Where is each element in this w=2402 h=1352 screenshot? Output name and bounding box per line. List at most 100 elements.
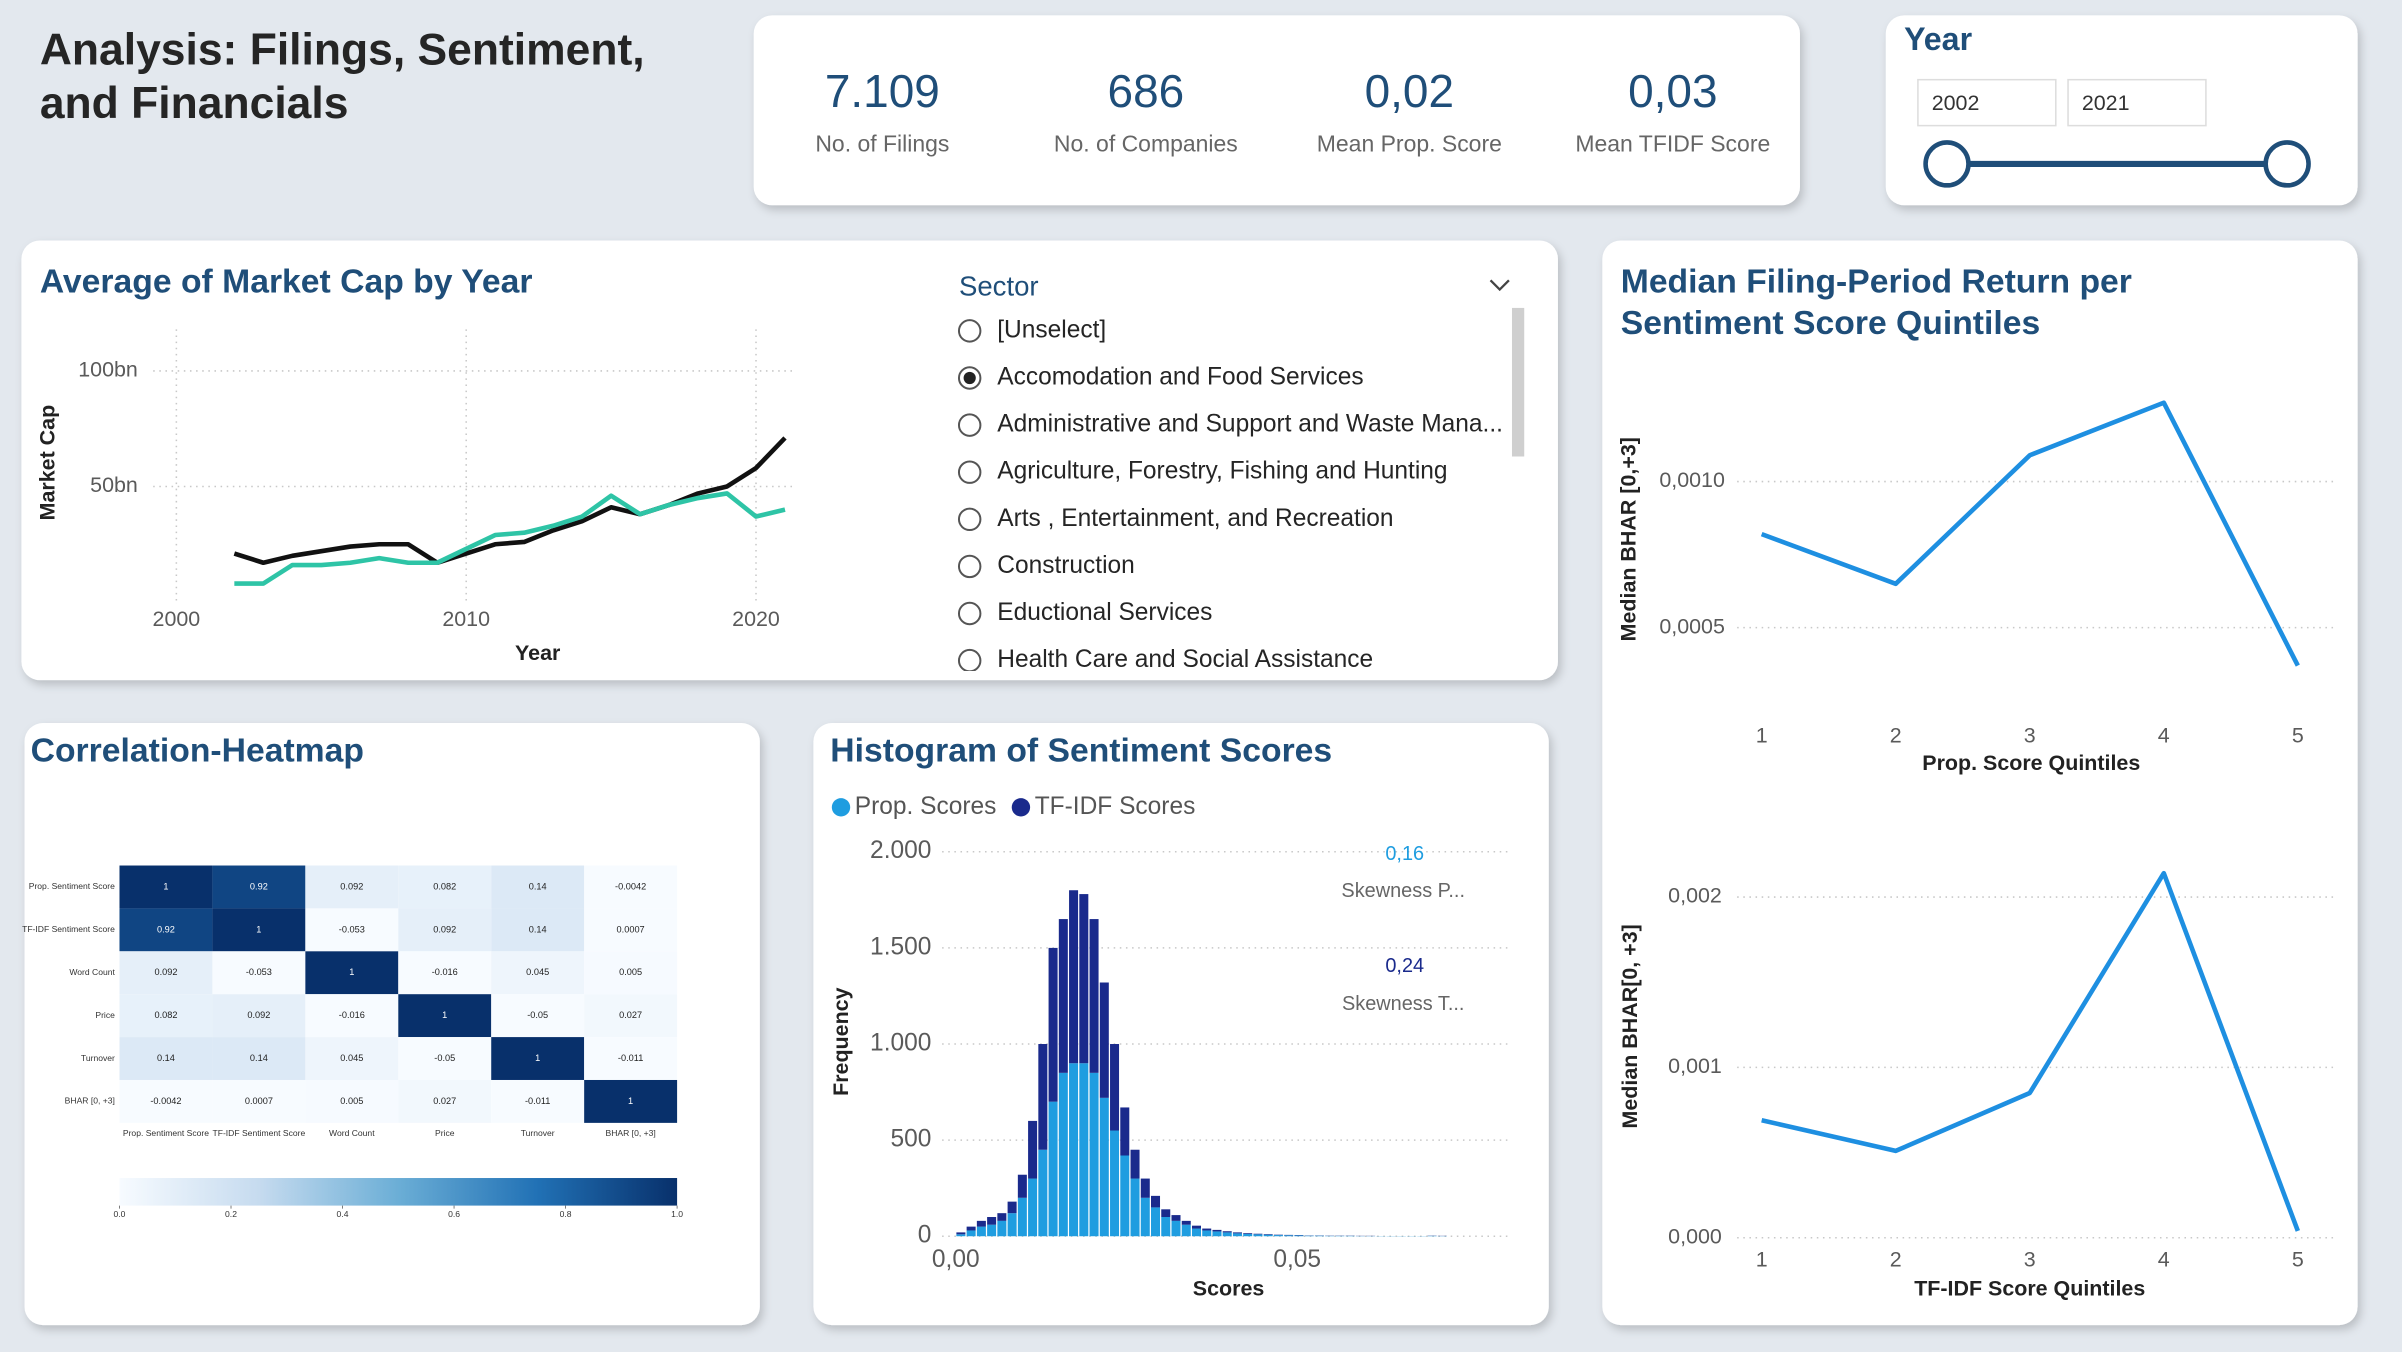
histogram-bar [976,1226,986,1237]
y-tick-label: 100bn [78,358,138,382]
cell-label: 0.092 [340,881,363,891]
histogram-bar [1007,1213,1017,1237]
cell-label: 0.14 [529,924,547,934]
histogram-bar [1038,1149,1048,1237]
heatmap-cell [212,951,306,995]
cell-label: -0.05 [434,1053,455,1063]
heatmap-cell [491,994,585,1038]
colorbar-tick-label: 0.0 [114,1209,126,1219]
cell-label: 0.005 [619,967,642,977]
sector-item[interactable]: Administrative and Support and Waste Man… [997,411,1503,438]
cell-label: -0.0042 [150,1096,181,1106]
histogram-bar [1110,1130,1120,1237]
cell-label: 0.092 [247,1010,270,1020]
dropdown-chevron[interactable] [1489,279,1510,292]
radio-button[interactable] [957,319,982,343]
histogram-bar [1007,1201,1017,1214]
kpi-value: 0,02 [1365,65,1454,117]
column-label: BHAR [0, +3] [606,1128,656,1138]
year-input[interactable] [1917,78,2057,127]
kpi-label: No. of Companies [1054,131,1238,157]
histogram-bar [1294,1235,1304,1237]
legend-label: TF-IDF Scores [1035,793,1196,820]
x-axis-label: Prop. Score Quintiles [1922,751,2140,775]
heatmap-cell [305,994,399,1038]
histogram-bar [1028,1120,1038,1179]
histogram-bar [997,1213,1007,1221]
y-tick-label: 2.000 [870,837,931,864]
sector-item[interactable]: Arts , Entertainment, and Recreation [997,505,1393,532]
heatmap-cell [584,908,678,952]
colorbar-tick-label: 0.6 [448,1209,460,1219]
row-label: Word Count [69,967,115,977]
year-input-value: 2002 [1932,91,1980,115]
cell-label: 0.14 [529,881,547,891]
radio-button[interactable] [957,413,982,437]
sector-item[interactable]: [Unselect] [997,316,1106,343]
line-series [1761,870,2300,1232]
x-tick-label: 1 [1756,723,1768,747]
cell-label: -0.053 [339,924,365,934]
histogram-bar [956,1232,966,1235]
x-tick-label: 2020 [732,607,780,631]
histogram-bar [1017,1197,1027,1237]
column-label: Price [435,1128,455,1138]
heatmap-cell [491,1079,585,1123]
cell-label: -0.011 [618,1053,643,1063]
histogram-bar [1212,1229,1222,1232]
radio-button[interactable] [957,507,982,532]
cell-label: 1 [535,1053,540,1063]
y-tick-label: 0,0005 [1659,614,1725,638]
column-label: Word Count [329,1128,375,1138]
year-input[interactable] [2067,78,2207,127]
radio-button[interactable] [957,460,982,484]
histogram-bar [1243,1233,1253,1234]
x-tick-label: 3 [2024,1247,2036,1271]
page-title: Analysis: Filings, Sentiment, and Financ… [39,26,645,129]
cell-label: 0.14 [250,1053,268,1063]
y-axis-label: Frequency [829,987,853,1095]
heatmap-cell [491,865,585,909]
chart-title: Median Filing-Period Return per Sentimen… [1620,261,2132,342]
x-tick-label: 2010 [442,607,490,631]
sector-item[interactable]: Agriculture, Forestry, Fishing and Hunti… [997,458,1447,485]
heatmap-cell [119,1079,213,1123]
y-axis-label: Market Cap [36,405,60,521]
radio-button[interactable] [957,601,982,626]
histogram-bar [1304,1235,1314,1237]
kpi-label: Mean Prop. Score [1317,131,1502,157]
colorbar-tick-label: 0.4 [337,1209,349,1219]
histogram-bar [1058,919,1068,1073]
histogram-bar [1232,1233,1242,1237]
x-tick-label: 5 [2292,1247,2304,1271]
cell-label: 0.092 [154,967,177,977]
slider-handle[interactable] [2263,140,2311,188]
slider-handle[interactable] [1923,140,1971,188]
radio-button[interactable] [957,554,982,579]
histogram-bar [1140,1178,1150,1198]
histogram-bar [1171,1220,1181,1237]
legend-label: Prop. Scores [855,793,997,820]
histogram-bar [1273,1235,1283,1237]
row-label: TF-IDF Sentiment Score [22,924,115,934]
sector-item[interactable]: Construction [997,552,1135,579]
histogram-bar [1222,1231,1232,1233]
histogram-bar [1130,1178,1140,1237]
legend-marker [1011,798,1031,817]
cell-label: 0.0007 [245,1096,273,1106]
kpi-card [753,15,1800,206]
heatmap-cell [119,994,213,1038]
y-tick-label: 0,001 [1668,1054,1722,1078]
cell-label: -0.0042 [615,881,646,891]
sector-item[interactable]: Health Care and Social Assistance [997,646,1373,673]
cell-label: 1 [256,924,261,934]
kpi-value: 686 [1108,65,1185,117]
chart-title: Correlation-Heatmap [30,730,364,770]
radio-button[interactable] [957,648,982,671]
scrollbar [1511,307,1525,457]
sector-item[interactable]: Eductional Services [997,599,1212,626]
colorbar-tick-label: 0.8 [560,1209,572,1219]
sector-item[interactable]: Accomodation and Food Services [997,363,1363,390]
column-label: TF-IDF Sentiment Score [212,1128,305,1138]
